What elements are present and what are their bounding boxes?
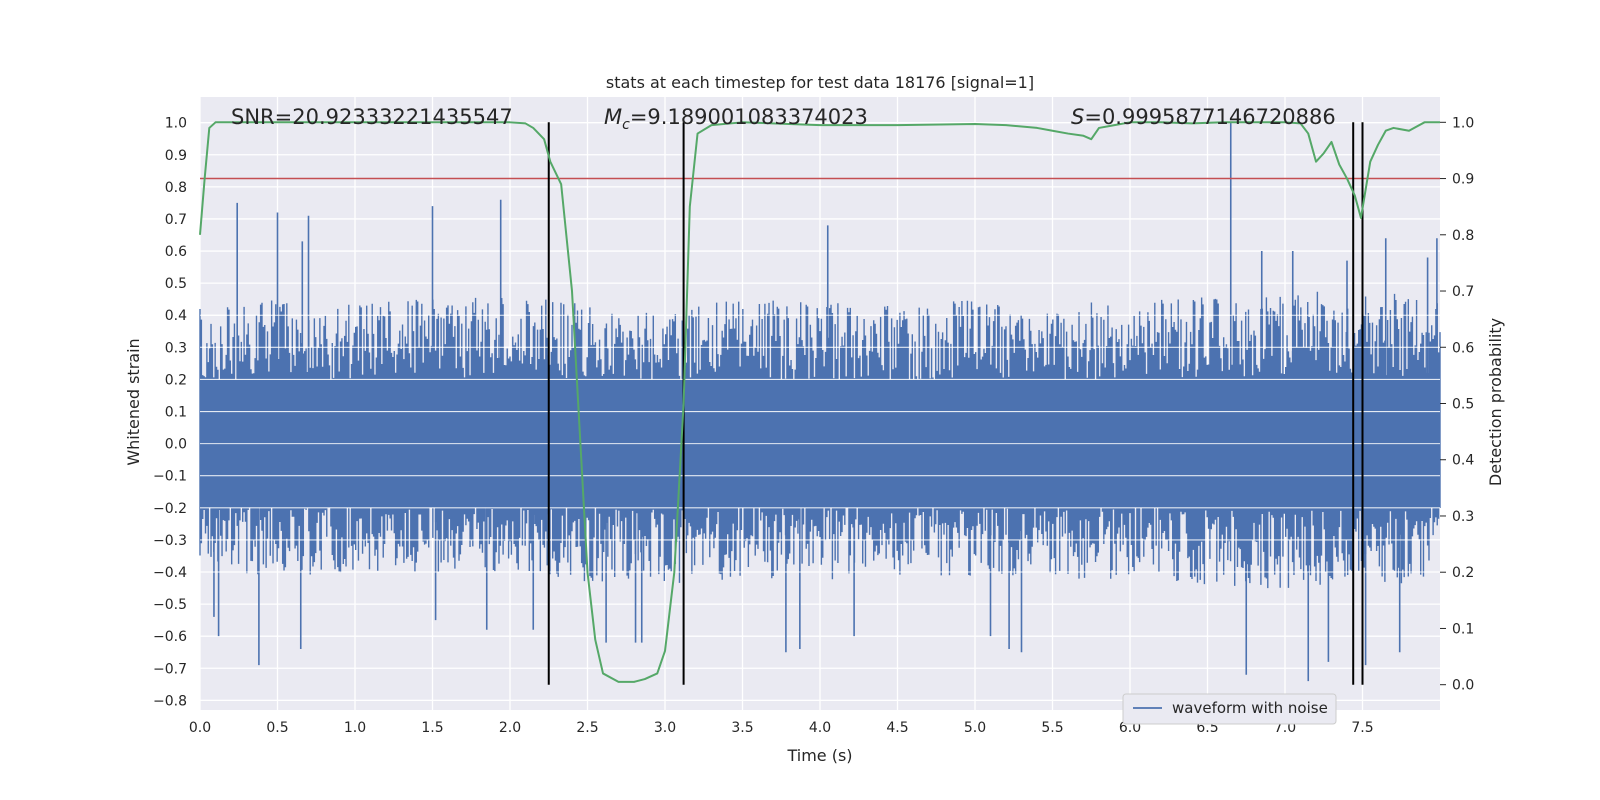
x-tick-label: 0.5 — [266, 720, 288, 736]
y-left-tick-label: 0.1 — [165, 405, 187, 421]
y-left-tick-label: −0.4 — [153, 565, 187, 581]
y-left-tick-label: 0.3 — [165, 340, 187, 356]
x-axis-title: Time (s) — [786, 746, 852, 765]
chirp-mass-symbol: M — [604, 105, 622, 129]
y-right-tick-label: 0.2 — [1452, 565, 1474, 581]
y-left-tick-label: −0.7 — [153, 661, 187, 677]
x-tick-label: 1.5 — [421, 720, 443, 736]
y-left-tick-label: −0.5 — [153, 597, 187, 613]
y-left-tick-label: −0.3 — [153, 533, 187, 549]
x-tick-label: 1.0 — [344, 720, 366, 736]
score-annotation: S=0.9995877146720886 — [1071, 105, 1336, 129]
y-left-tick-label: 0.7 — [165, 212, 187, 228]
x-tick-label: 3.5 — [731, 720, 753, 736]
y-right-tick-label: 0.3 — [1452, 509, 1474, 525]
score-value: =0.9995877146720886 — [1084, 105, 1335, 129]
y-left-tick-label: 0.0 — [165, 437, 187, 453]
probability-series — [199, 121, 1440, 683]
y-left-tick-label: 1.0 — [165, 116, 187, 132]
y-right-tick-label: 1.0 — [1452, 115, 1474, 131]
right-y-axis-title: Detection probability — [1486, 318, 1505, 486]
x-tick-label: 2.5 — [576, 720, 598, 736]
y-left-tick-label: 0.4 — [165, 308, 187, 324]
y-left-tick-label: 0.8 — [165, 180, 187, 196]
y-left-tick-label: −0.2 — [153, 501, 187, 517]
chirp-mass-value: =9.189001083374023 — [630, 105, 868, 129]
y-left-tick-label: −0.1 — [153, 469, 187, 485]
y-right-tick-label: 0.0 — [1452, 678, 1474, 694]
x-tick-label: 7.5 — [1351, 720, 1373, 736]
x-tick-label: 4.5 — [886, 720, 908, 736]
y-left-tick-label: 0.6 — [165, 244, 187, 260]
chart-title: stats at each timestep for test data 181… — [606, 73, 1034, 92]
y-left-tick-label: 0.9 — [165, 148, 187, 164]
y-right-tick-label: 0.5 — [1452, 397, 1474, 413]
legend: waveform with noise — [1122, 693, 1337, 725]
y-right-tick-label: 0.9 — [1452, 172, 1474, 188]
y-right-tick-label: 0.1 — [1452, 621, 1474, 637]
right-y-axis: 0.0 0.1 0.2 0.3 0.4 0.5 0.6 0.7 0.8 0.9 1.0 — [1440, 115, 1474, 694]
y-left-tick-label: −0.8 — [153, 693, 187, 709]
chirp-mass-annotation: Mc=9.189001083374023 — [604, 105, 868, 133]
y-right-tick-label: 0.8 — [1452, 228, 1474, 244]
x-tick-label: 5.0 — [964, 720, 986, 736]
x-tick-label: 5.5 — [1041, 720, 1063, 736]
y-right-tick-label: 0.7 — [1452, 284, 1474, 300]
chirp-mass-subscript: c — [622, 117, 630, 133]
snr-annotation: SNR=20.92333221435547 — [231, 105, 513, 129]
y-left-tick-label: 0.5 — [165, 276, 187, 292]
x-tick-label: 3.0 — [654, 720, 676, 736]
probability-line — [199, 121, 1440, 683]
x-tick-label: 4.0 — [809, 720, 831, 736]
legend-label: waveform with noise — [1172, 699, 1328, 717]
y-right-tick-label: 0.4 — [1452, 453, 1474, 469]
x-tick-label: 0.0 — [189, 720, 211, 736]
y-left-tick-label: −0.6 — [153, 629, 187, 645]
score-symbol: S — [1071, 105, 1084, 129]
left-y-axis-title: Whitened strain — [124, 338, 143, 465]
y-right-tick-label: 0.6 — [1452, 340, 1474, 356]
left-y-axis: −0.8 −0.7 −0.6 −0.5 −0.4 −0.3 −0.2 −0.1 0.0 0.1 0.… — [153, 116, 187, 710]
legend-box — [1122, 693, 1337, 725]
strain-series — [199, 122, 1441, 682]
x-tick-label: 2.0 — [499, 720, 521, 736]
y-left-tick-label: 0.2 — [165, 372, 187, 388]
